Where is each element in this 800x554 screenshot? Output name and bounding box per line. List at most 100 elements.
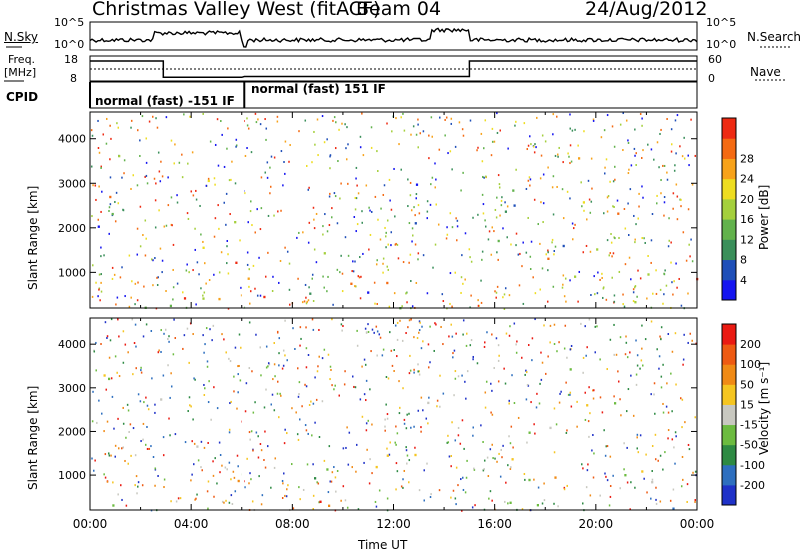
echo-cell: [536, 504, 539, 507]
echo-cell: [163, 486, 165, 489]
freq-line: [90, 60, 697, 79]
echo-cell: [124, 295, 126, 298]
echo-cell: [438, 148, 441, 151]
echo-cell: [512, 189, 515, 192]
echo-cell: [132, 174, 135, 177]
echo-cell: [547, 355, 549, 358]
echo-cell: [348, 431, 351, 434]
echo-cell: [265, 345, 268, 348]
echo-cell: [341, 122, 343, 125]
echo-cell: [313, 218, 315, 221]
echo-cell: [618, 270, 621, 273]
echo-cell: [305, 296, 307, 299]
echo-cell: [144, 175, 146, 178]
echo-cell: [663, 293, 665, 296]
echo-cell: [139, 205, 142, 208]
echo-cell: [602, 286, 605, 289]
echo-cell: [500, 199, 503, 202]
echo-cell: [225, 192, 228, 195]
echo-cell: [469, 256, 471, 259]
echo-cell: [543, 482, 545, 485]
echo-cell: [257, 456, 260, 459]
echo-cell: [482, 203, 485, 206]
echo-cell: [365, 422, 368, 425]
echo-cell: [533, 145, 535, 148]
echo-cell: [597, 271, 599, 274]
echo-cell: [577, 144, 579, 147]
echo-cell: [280, 150, 283, 153]
echo-cell: [176, 201, 179, 204]
echo-cell: [508, 435, 510, 438]
echo-cell: [312, 328, 315, 331]
echo-cell: [214, 183, 216, 186]
echo-cell: [591, 187, 593, 190]
echo-cell: [497, 174, 500, 177]
echo-cell: [415, 133, 418, 136]
echo-cell: [480, 279, 482, 282]
echo-cell: [246, 124, 249, 127]
echo-cell: [433, 349, 435, 352]
echo-cell: [423, 499, 425, 502]
echo-cell: [413, 368, 415, 371]
echo-cell: [583, 130, 585, 133]
echo-cell: [259, 123, 262, 126]
echo-cell: [139, 139, 141, 142]
echo-cell: [346, 506, 349, 509]
echo-cell: [131, 318, 134, 321]
echo-cell: [472, 216, 474, 219]
echo-cell: [463, 447, 465, 450]
echo-cell: [384, 425, 386, 428]
echo-cell: [663, 214, 665, 217]
echo-cell: [135, 345, 137, 348]
echo-cell: [457, 426, 460, 429]
echo-cell: [639, 113, 642, 116]
echo-cell: [100, 210, 102, 213]
echo-cell: [369, 458, 371, 461]
echo-cell: [592, 119, 595, 122]
colorbar-swatch: [722, 178, 736, 200]
echo-cell: [655, 292, 658, 295]
echo-cell: [354, 260, 356, 263]
echo-cell: [662, 411, 665, 414]
echo-cell: [417, 118, 419, 121]
echo-cell: [486, 456, 489, 459]
echo-cell: [675, 383, 677, 386]
echo-cell: [660, 128, 662, 131]
echo-cell: [491, 499, 493, 502]
echo-cell: [658, 166, 660, 169]
echo-cell: [292, 507, 295, 510]
echo-cell: [569, 113, 571, 116]
echo-cell: [624, 474, 627, 477]
echo-cell: [188, 271, 190, 274]
echo-cell: [683, 136, 685, 139]
echo-cell: [141, 115, 144, 118]
echo-cell: [278, 337, 281, 340]
echo-cell: [491, 443, 493, 446]
echo-cell: [329, 167, 331, 170]
echo-cell: [527, 344, 530, 347]
echo-cell: [444, 134, 446, 137]
echo-cell: [313, 248, 316, 251]
echo-cell: [629, 188, 632, 191]
echo-cell: [454, 271, 457, 274]
echo-cell: [652, 292, 654, 295]
echo-cell: [616, 199, 619, 202]
echo-cell: [185, 269, 188, 272]
echo-cell: [427, 422, 429, 425]
echo-cell: [601, 296, 604, 299]
echo-cell: [331, 471, 334, 474]
echo-cell: [569, 279, 571, 282]
echo-cell: [194, 248, 197, 251]
echo-cell: [182, 291, 184, 294]
echo-cell: [357, 508, 360, 511]
echo-cell: [157, 474, 159, 477]
echo-cell: [503, 367, 505, 370]
echo-cell: [556, 185, 558, 188]
echo-cell: [374, 302, 376, 305]
echo-cell: [279, 392, 281, 395]
echo-cell: [668, 217, 670, 220]
echo-cell: [183, 113, 185, 116]
echo-cell: [657, 459, 659, 462]
echo-cell: [329, 480, 331, 483]
